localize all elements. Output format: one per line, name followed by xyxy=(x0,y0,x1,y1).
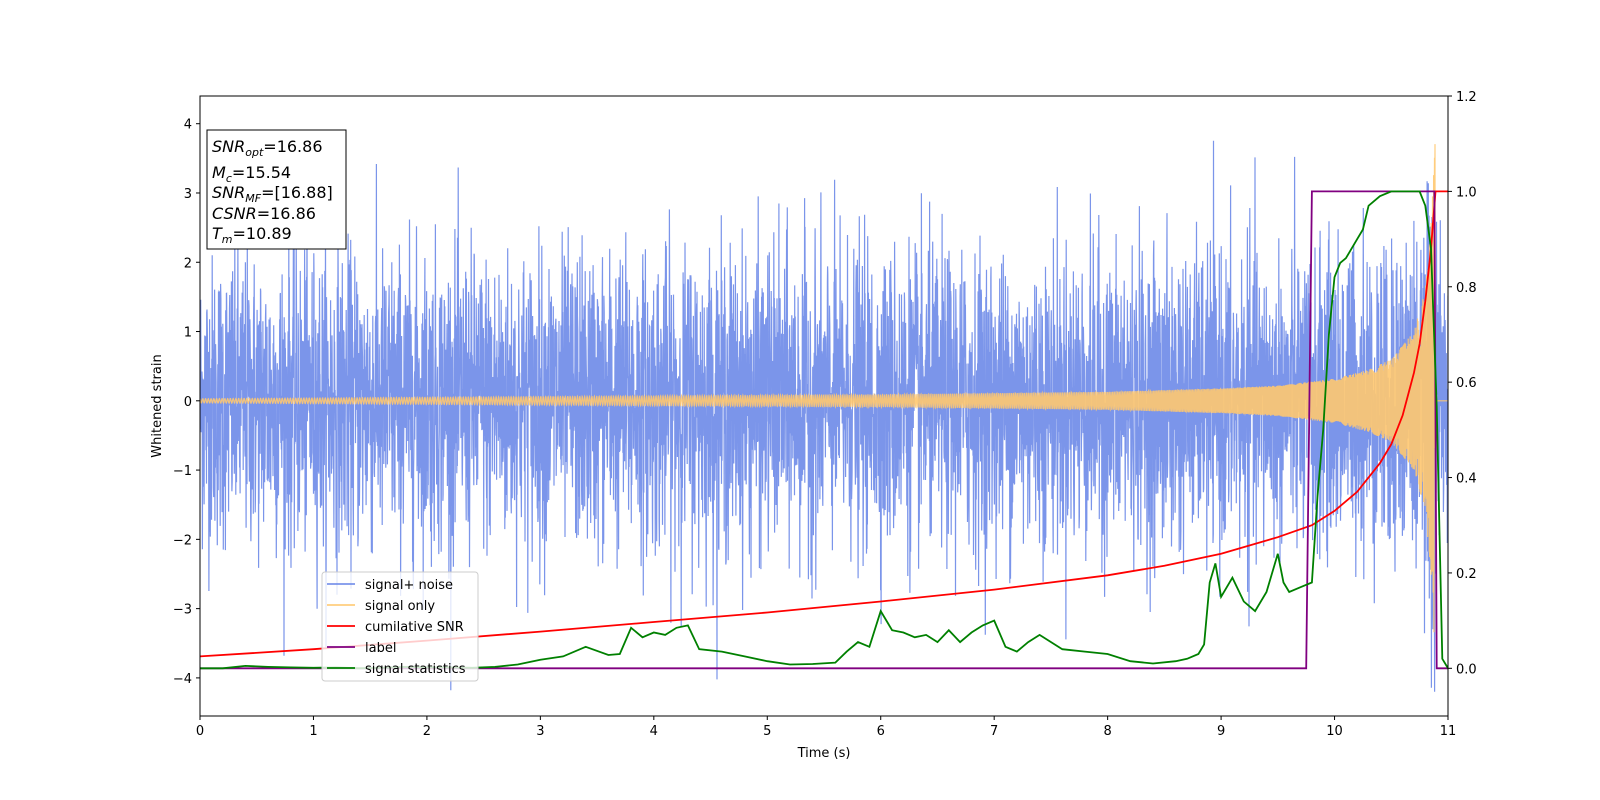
series-signal-statistics-line xyxy=(200,190,1448,670)
annotation-csnr: CSNR=16.86 xyxy=(212,204,316,223)
series-signal-only-line xyxy=(200,144,1448,633)
series-label-line xyxy=(200,190,1448,670)
annotation-mc-base: M xyxy=(212,163,226,182)
annotation-box: SNRopt=16.86 Mc=15.54 SNRMF=[16.88] CSNR… xyxy=(206,129,347,250)
x-tick-label: 8 xyxy=(1103,724,1111,739)
annotation-tm-sub: m xyxy=(222,233,233,246)
y-axis-label: Whitened strain xyxy=(150,354,165,457)
x-tick-label: 7 xyxy=(990,724,998,739)
annotation-mc: Mc=15.54 xyxy=(212,163,291,185)
y-tick-label: 3 xyxy=(184,187,192,202)
annotation-csnr-base: CSNR xyxy=(212,204,257,223)
y-tick-label: −2 xyxy=(173,533,192,548)
annotation-mc-value: =15.54 xyxy=(232,163,291,182)
series-cumulative-snr-line xyxy=(200,190,1448,658)
y-tick-label: 4 xyxy=(184,118,192,133)
y-tick-label: 1 xyxy=(184,326,192,341)
y2-tick-label: 0.4 xyxy=(1456,472,1477,487)
x-tick-label: 6 xyxy=(877,724,885,739)
y2-tick-label: 0.8 xyxy=(1456,281,1477,296)
x-tick-label: 0 xyxy=(196,724,204,739)
legend-label-cumulative-snr: cumilative SNR xyxy=(365,620,464,635)
x-tick-label: 9 xyxy=(1217,724,1225,739)
legend-label-label: label xyxy=(365,641,396,656)
y2-tick-label: 0.0 xyxy=(1456,662,1477,677)
legend-label-signal-only: signal only xyxy=(365,599,435,614)
y2-tick-label: 0.6 xyxy=(1456,376,1477,391)
y-tick-label: −1 xyxy=(173,464,192,479)
x-tick-label: 5 xyxy=(763,724,771,739)
annotation-snr-opt-base: SNR xyxy=(212,137,245,156)
legend-label-signal-statistics: signal statistics xyxy=(365,662,466,677)
annotation-tm-value: =10.89 xyxy=(233,224,292,243)
annotation-snr-mf: SNRMF=[16.88] xyxy=(212,183,333,205)
y-tick-label: 0 xyxy=(184,395,192,410)
legend-label-signal-noise: signal+ noise xyxy=(365,578,453,593)
x-tick-label: 4 xyxy=(650,724,658,739)
x-tick-label: 2 xyxy=(423,724,431,739)
annotation-tm: Tm=10.89 xyxy=(212,224,292,246)
y-tick-label: −4 xyxy=(173,672,192,687)
annotation-snr-opt-value: =16.86 xyxy=(263,137,322,156)
y-tick-label: −3 xyxy=(173,603,192,618)
x-tick-label: 10 xyxy=(1326,724,1343,739)
annotation-box-frame xyxy=(206,129,347,250)
x-tick-label: 11 xyxy=(1440,724,1457,739)
x-axis-label: Time (s) xyxy=(797,746,851,761)
x-tick-label: 1 xyxy=(309,724,317,739)
annotation-snr-opt: SNRopt=16.86 xyxy=(212,137,323,159)
annotation-snr-mf-base: SNR xyxy=(212,183,245,202)
legend: signal+ noise signal only cumilative SNR… xyxy=(321,571,479,682)
annotation-tm-base: T xyxy=(212,224,223,243)
annotation-snr-mf-sub: MF xyxy=(245,192,261,205)
y2-tick-label: 0.2 xyxy=(1456,567,1477,582)
annotation-snr-opt-sub: opt xyxy=(245,146,264,159)
x-tick-label: 3 xyxy=(536,724,544,739)
annotation-mc-sub: c xyxy=(226,172,232,185)
y2-tick-label: 1.0 xyxy=(1456,185,1477,200)
legend-frame xyxy=(321,571,479,682)
y2-tick-label: 1.2 xyxy=(1456,90,1477,105)
plot-frame xyxy=(199,95,1449,717)
y-tick-label: 2 xyxy=(184,256,192,271)
annotation-snr-mf-value: =[16.88] xyxy=(261,183,333,202)
annotation-csnr-value: =16.86 xyxy=(257,204,316,223)
